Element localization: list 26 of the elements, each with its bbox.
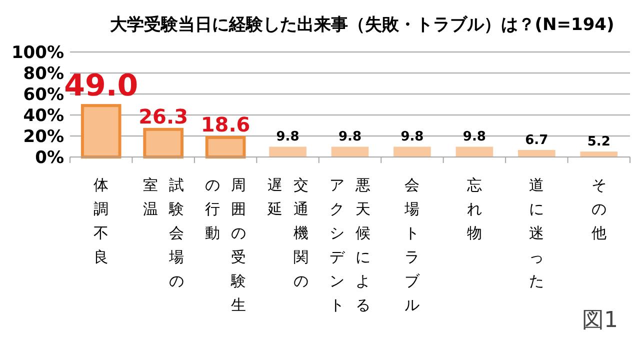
data-label: 9.8 bbox=[462, 130, 486, 145]
chart-title: 大学受験当日に経験した出来事（失敗・トラブル）は？(N=194) bbox=[110, 15, 614, 35]
data-label: 18.6 bbox=[200, 112, 250, 136]
y-tick-label: 60% bbox=[23, 85, 64, 105]
caption: 図1 bbox=[582, 308, 618, 333]
x-tick-label: その他 bbox=[591, 176, 606, 242]
data-label: 9.8 bbox=[338, 130, 362, 145]
data-label: 9.8 bbox=[400, 130, 424, 145]
y-tick-label: 40% bbox=[23, 106, 64, 126]
y-tick-label: 0% bbox=[35, 148, 64, 168]
category-label: 試験会場の室温 bbox=[142, 176, 184, 290]
data-label: 49.0 bbox=[64, 68, 138, 104]
y-tick-label: 80% bbox=[23, 64, 64, 84]
data-label: 6.7 bbox=[525, 132, 548, 148]
x-tick-label: 道に迷った bbox=[528, 175, 546, 292]
x-tick-label: 体調不良 bbox=[92, 175, 110, 268]
category-label: 交通機関の遅延 bbox=[267, 176, 308, 290]
data-label: 26.3 bbox=[138, 104, 188, 128]
category-label: 周囲の受験生の行動 bbox=[205, 176, 246, 314]
category-label: 悪天候によるアクシデント bbox=[329, 176, 370, 314]
data-label: 9.8 bbox=[276, 130, 300, 145]
data-label: 5.2 bbox=[587, 134, 610, 150]
x-tick-label: 会場トラブル bbox=[404, 175, 421, 316]
x-tick-label: 忘れ物 bbox=[466, 175, 483, 244]
y-tick-label: 20% bbox=[23, 127, 64, 147]
y-tick-label: 100% bbox=[11, 43, 64, 63]
